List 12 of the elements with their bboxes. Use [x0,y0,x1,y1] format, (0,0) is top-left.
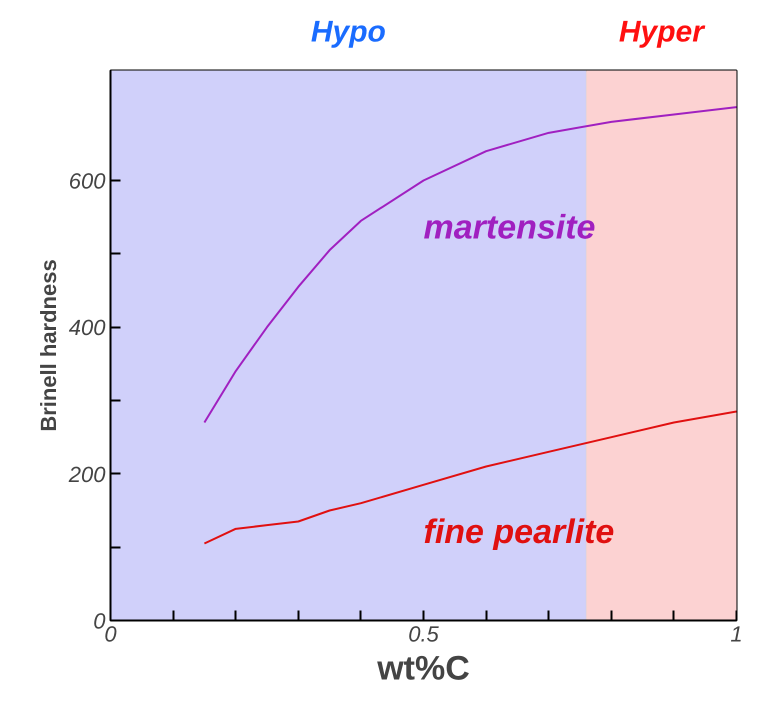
y-tick-label: 600 [68,168,106,194]
band-label: Hyper [618,16,706,48]
y-tick-label: 400 [68,315,106,340]
y-tick-label: 200 [68,462,106,487]
series-label: fine pearlite [424,512,614,551]
line-series [203,106,736,424]
x-tick-label: 0.5 [408,622,440,646]
band-label: Hypo [310,16,386,48]
x-axis-title: wt%C [376,650,470,688]
series-label: martensite [424,208,596,246]
y-axis-title: Brinell hardness [36,259,61,432]
x-tick-label: 1 [730,622,743,646]
